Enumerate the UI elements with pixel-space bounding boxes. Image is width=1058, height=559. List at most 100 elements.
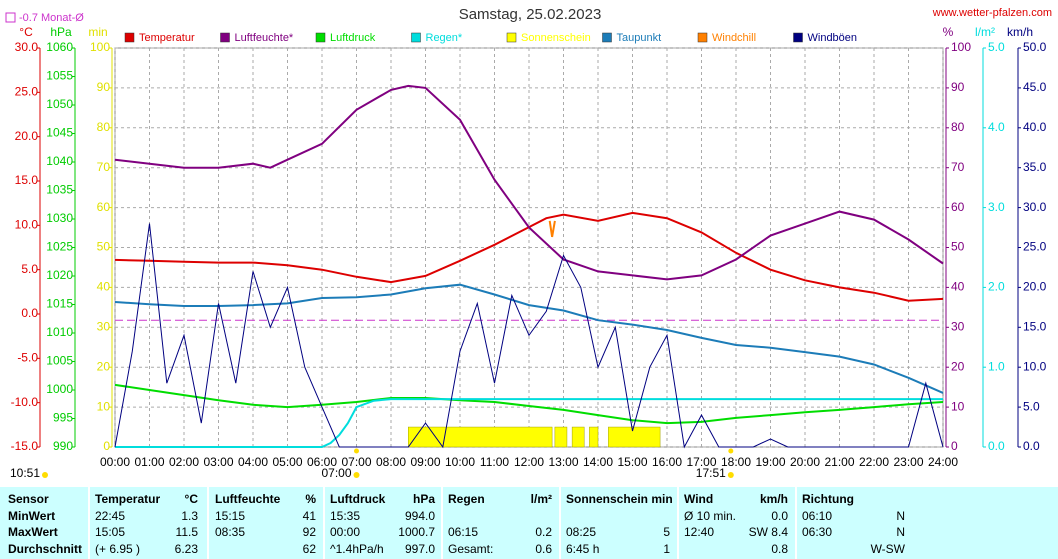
y-tick-label: -5.0 (17, 351, 38, 365)
legend-swatch (602, 32, 612, 43)
y-tick-label: 10 (97, 399, 111, 413)
table-cell: Gesamt: (448, 541, 494, 556)
table-cell: Luftfeuchte (215, 492, 281, 506)
x-tick-label: 03:00 (203, 455, 233, 469)
y-tick-label: 5.0 (21, 262, 38, 276)
x-tick-label: 22:00 (859, 455, 889, 469)
x-tick-label: 20:00 (790, 455, 820, 469)
x-tick-label: 16:00 (652, 455, 682, 469)
table-cell: 12:40 (684, 525, 715, 539)
table-cell: 62 (302, 541, 316, 556)
x-tick-label: 08:00 (376, 455, 406, 469)
legend-label: Regen* (426, 32, 463, 44)
table-cell: 6:45 h (566, 541, 600, 556)
table-cell: Richtung (802, 492, 854, 506)
table-cell: MinWert (8, 508, 56, 523)
y-tick-label: 1.0 (988, 359, 1005, 373)
x-tick-label: 12:00 (514, 455, 544, 469)
y-tick-label: 1035 (46, 183, 73, 197)
table-cell: 08:25 (566, 525, 597, 539)
y-tick-label: 10.0 (1023, 359, 1047, 373)
y-tick-label: 30 (97, 319, 111, 333)
y-tick-label: 60 (951, 200, 965, 214)
sun-bar (554, 426, 568, 448)
table-cell: 11.5 (175, 525, 198, 539)
y-tick-label: 45.0 (1023, 80, 1047, 94)
y-tick-label: 5.0 (988, 40, 1005, 54)
table-cell: 997.0 (404, 541, 435, 556)
y-tick-label: 1045 (46, 126, 73, 140)
table-cell: % (305, 492, 316, 506)
sun-bar (408, 426, 553, 448)
y-tick-label: 0.0 (988, 439, 1005, 453)
y-tick-label: 1015 (46, 297, 73, 311)
y-tick-label: 15.0 (1023, 319, 1047, 333)
table-cell: Sensor (8, 492, 49, 506)
y-tick-label: 70 (951, 160, 965, 174)
legend-swatch (124, 32, 135, 43)
y-tick-label: 5.0 (1023, 399, 1040, 413)
sun-icon (727, 472, 734, 478)
site-link: www.wetter-pfalzen.com (932, 7, 1052, 19)
table-cell: 15:35 (330, 508, 361, 523)
table-cell: Sonnenschein min (566, 492, 673, 506)
y-tick-label: 20.0 (1023, 280, 1047, 294)
y-tick-label: 15.0 (15, 173, 39, 187)
sun-bar (571, 426, 585, 448)
table-cell: MaxWert (8, 525, 58, 539)
table-cell: 22:45 (95, 508, 126, 523)
legend-label: Luftfeuchte* (235, 32, 294, 44)
legend-swatch (411, 32, 421, 43)
y-tick-label: 1010 (46, 325, 73, 339)
y-tick-label: 100 (90, 40, 110, 54)
column-separator (88, 487, 90, 559)
chart: Samstag, 25.02.2023 www.wetter-pfalzen.c… (5, 6, 1052, 480)
axis-title: °C (19, 25, 33, 39)
sun-bar (589, 426, 599, 448)
table-cell: (+ 6.95 ) (95, 541, 141, 556)
x-tick-label: 04:00 (238, 455, 268, 469)
table-cell: ^1.4hPa/h (330, 541, 384, 556)
y-tick-label: 0 (103, 439, 110, 453)
y-tick-label: 990 (53, 439, 73, 453)
y-tick-label: 40 (97, 280, 111, 294)
sunrise-label: 07:00 (321, 466, 351, 480)
x-tick-label: 18:00 (721, 455, 751, 469)
y-tick-label: 90 (951, 80, 965, 94)
table-cell: SW 8.4 (748, 525, 788, 539)
y-tick-label: 70 (97, 160, 111, 174)
table-cell: 06:30 (802, 525, 833, 539)
table-cell: °C (184, 492, 198, 506)
x-tick-label: 23:00 (893, 455, 923, 469)
table-cell: 06:10 (802, 508, 833, 523)
reference-icon (5, 12, 16, 23)
y-tick-label: 4.0 (988, 120, 1005, 134)
table-cell: Luftdruck (330, 492, 386, 506)
legend-swatch (506, 32, 517, 43)
axis-title: % (943, 25, 954, 39)
sun-icon (354, 448, 359, 454)
y-tick-label: 30.0 (1023, 200, 1047, 214)
axis-title: hPa (50, 25, 72, 39)
x-tick-label: 05:00 (272, 455, 302, 469)
table-cell: 994.0 (404, 508, 435, 523)
table-cell: 41 (302, 508, 316, 523)
series-line (114, 223, 944, 449)
reference-label: -0.7 Monat-Ø (19, 12, 84, 24)
stats-table: Sensor Temperatur °C Luftfeuchte% Luftdruck h… (0, 487, 1058, 559)
x-tick-label: 17:00 (686, 455, 716, 469)
x-tick-label: 13:00 (548, 455, 578, 469)
y-tick-label: 20 (97, 359, 111, 373)
series-line (115, 398, 943, 448)
y-tick-label: 40.0 (1023, 120, 1047, 134)
legend-label: Windböen (808, 32, 858, 44)
x-tick-label: 02:00 (169, 455, 199, 469)
table-cell: W-SW (870, 541, 905, 556)
column-separator (207, 487, 209, 559)
column-separator (559, 487, 561, 559)
table-cell: l/m² (530, 492, 552, 506)
table-cell: 6.23 (174, 541, 198, 556)
y-tick-label: 1005 (46, 354, 73, 368)
y-tick-label: 1030 (46, 211, 73, 225)
